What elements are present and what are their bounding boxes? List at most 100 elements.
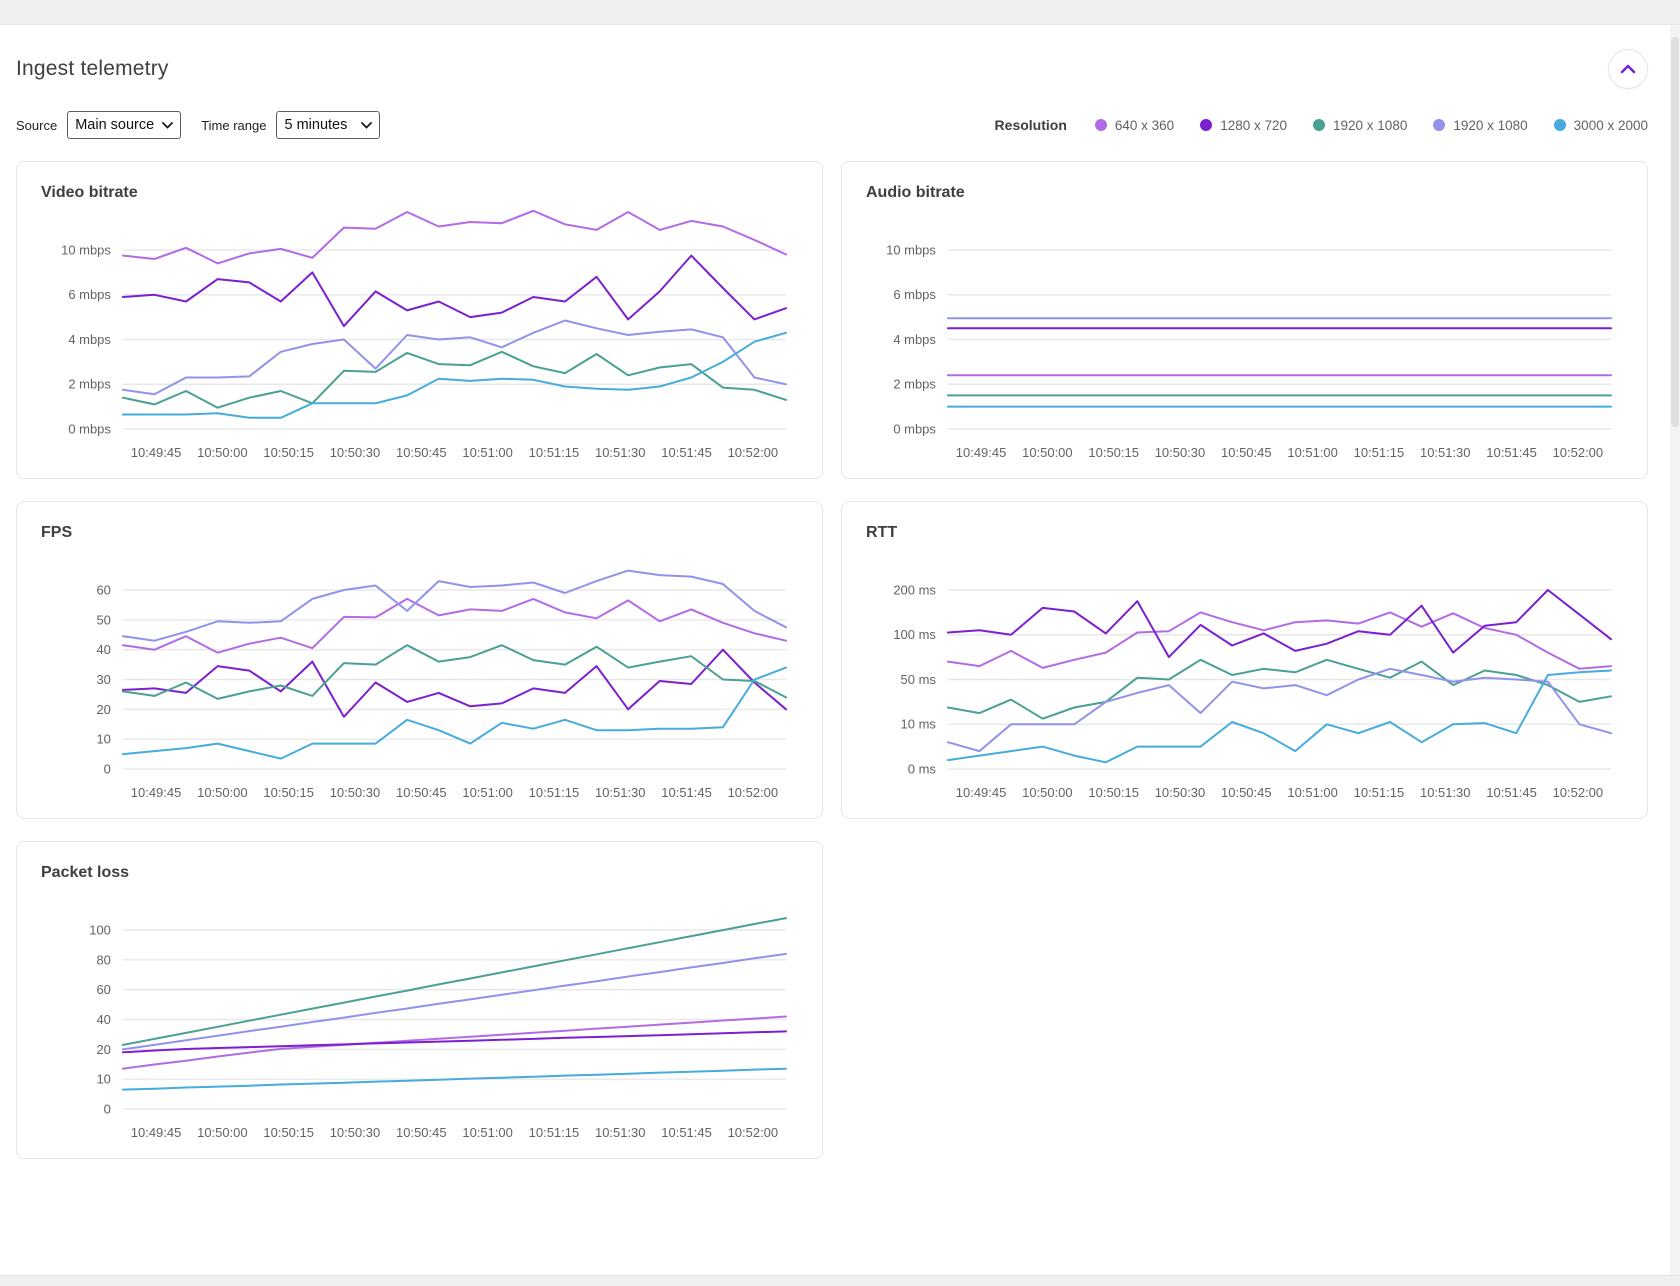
legend-item-1[interactable]: 1280 x 720	[1200, 118, 1287, 133]
x-axis-label: 10:50:45	[1221, 785, 1272, 800]
x-axis-label: 10:51:00	[1287, 785, 1338, 800]
series-line-640-x-360	[121, 1015, 788, 1070]
x-axis-label: 10:51:30	[1420, 445, 1471, 460]
x-axis-label: 10:51:45	[661, 445, 712, 460]
x-axis-label: 10:51:45	[1486, 785, 1537, 800]
x-axis-label: 10:51:00	[462, 445, 513, 460]
legend-item-3[interactable]: 1920 x 1080	[1433, 117, 1528, 133]
x-axis-label: 10:50:15	[1088, 445, 1139, 460]
y-axis-label: 10	[96, 732, 110, 747]
y-axis-label: 0	[104, 761, 111, 776]
y-axis-label: 0 mbps	[893, 421, 936, 436]
x-axis-label: 10:51:30	[595, 445, 646, 460]
series-line-1920-x-1080-teal-	[121, 644, 788, 700]
series-line-3000-x-2000	[121, 1067, 788, 1091]
x-axis-label: 10:51:45	[1486, 445, 1537, 460]
x-axis-label: 10:50:15	[263, 445, 314, 460]
chart-title: RTT	[866, 524, 898, 541]
series-line-1280-x-720	[121, 1030, 788, 1054]
legend-item-label: 640 x 360	[1114, 117, 1175, 133]
series-line-640-x-360	[946, 611, 1613, 670]
y-axis-label: 50 ms	[901, 672, 937, 687]
series-line-1280-x-720	[121, 254, 788, 328]
chart-title: Video bitrate	[41, 184, 138, 201]
x-axis-label: 10:50:00	[197, 1125, 248, 1140]
x-axis-label: 10:50:00	[1022, 445, 1073, 460]
y-axis-label: 4 mbps	[68, 332, 111, 347]
y-axis-label: 50	[96, 612, 110, 627]
y-axis-label: 0	[104, 1101, 111, 1116]
series-line-3000-x-2000	[121, 331, 788, 419]
bottom-strip	[0, 1275, 1680, 1286]
legend-item-label: 3000 x 2000	[1573, 117, 1648, 133]
y-axis-label: 4 mbps	[893, 332, 936, 347]
legend-item-4[interactable]: 3000 x 2000	[1553, 117, 1648, 133]
source-label: Source	[16, 117, 58, 133]
chart-card-packet-loss: Packet loss 0 10 20 40 60 80 100 10:49:45 10:50:0…	[16, 841, 823, 1159]
charts-grid: Video bitrate 0 mbps 2 mbps 4 mbps 6 mbps 10 …	[16, 161, 1648, 1159]
scrollbar[interactable]	[1670, 25, 1680, 1276]
y-axis-label: 30	[96, 672, 110, 687]
scrollbar-thumb[interactable]	[1671, 37, 1679, 427]
legend-item-0[interactable]: 640 x 360	[1094, 117, 1175, 133]
x-axis-label: 10:50:15	[1088, 785, 1139, 800]
y-axis-label: 10	[96, 1072, 110, 1087]
series-line-3000-x-2000	[121, 666, 788, 760]
content-area: Ingest telemetry Source Main source Time…	[0, 49, 1680, 1159]
x-axis-label: 10:49:45	[956, 445, 1007, 460]
legend-dot	[1094, 119, 1107, 131]
time-range-label: Time range	[201, 117, 267, 133]
x-axis-label: 10:50:15	[263, 785, 314, 800]
x-axis-label: 10:50:00	[197, 785, 248, 800]
y-axis-label: 6 mbps	[893, 287, 936, 302]
x-axis-label: 10:51:00	[462, 1125, 513, 1140]
x-axis-label: 10:51:15	[529, 445, 580, 460]
x-axis-label: 10:52:00	[1553, 445, 1604, 460]
x-axis-label: 10:51:45	[661, 1125, 712, 1140]
source-select-value: Main source	[75, 117, 155, 133]
x-axis-label: 10:50:45	[396, 785, 447, 800]
x-axis-label: 10:50:45	[396, 445, 447, 460]
series-line-1920-x-1080-teal-	[121, 350, 788, 409]
top-strip	[0, 0, 1680, 25]
collapse-section-button[interactable]	[1608, 49, 1648, 89]
x-axis-label: 10:50:45	[1221, 445, 1272, 460]
chevron-down-icon	[162, 121, 174, 129]
chart-card-video-bitrate: Video bitrate 0 mbps 2 mbps 4 mbps 6 mbps 10 …	[16, 161, 823, 479]
chart-plot-fps: 0 10 20 30 40 50 60 10:49:45 10:50:00 10:50:15 10:…	[96, 569, 788, 800]
chart-plot-video-bitrate: 0 mbps 2 mbps 4 mbps 6 mbps 10 mbps 10:49:45 1…	[61, 209, 788, 460]
x-axis-label: 10:50:45	[396, 1125, 447, 1140]
resolution-legend-label: Resolution	[994, 117, 1067, 133]
x-axis-label: 10:51:15	[529, 1125, 580, 1140]
time-range-select-value: 5 minutes	[284, 117, 348, 133]
x-axis-label: 10:50:30	[1155, 445, 1206, 460]
resolution-legend: Resolution 640 x 360 1280 x 720 1920 x 108…	[995, 117, 1648, 133]
series-line-3000-x-2000	[946, 669, 1613, 764]
legend-item-label: 1920 x 1080	[1453, 117, 1528, 133]
series-line-1920-x-1080-teal-	[121, 917, 788, 1046]
y-axis-label: 10 mbps	[886, 242, 936, 257]
y-axis-label: 6 mbps	[68, 287, 111, 302]
legend-item-label: 1920 x 1080	[1333, 117, 1408, 133]
legend-dot	[1433, 119, 1446, 131]
x-axis-label: 10:50:00	[197, 445, 248, 460]
source-select[interactable]: Main source	[67, 111, 182, 139]
y-axis-label: 2 mbps	[68, 377, 111, 392]
legend-item-2[interactable]: 1920 x 1080	[1313, 118, 1407, 133]
legend-dot	[1313, 119, 1326, 131]
chart-card-rtt: RTT 0 ms 10 ms 50 ms 100 ms 200 ms 10:49:45 10:…	[841, 501, 1648, 819]
x-axis-label: 10:52:00	[1553, 785, 1604, 800]
x-axis-label: 10:52:00	[728, 785, 779, 800]
x-axis-label: 10:51:15	[1354, 445, 1405, 460]
y-axis-label: 0 ms	[908, 761, 937, 776]
x-axis-label: 10:50:15	[263, 1125, 314, 1140]
x-axis-label: 10:51:15	[1354, 785, 1405, 800]
series-line-1280-x-720	[946, 589, 1613, 659]
chart-plot-audio-bitrate: 0 mbps 2 mbps 4 mbps 6 mbps 10 mbps 10:49:45 1…	[886, 242, 1613, 460]
y-axis-label: 2 mbps	[893, 377, 936, 392]
x-axis-label: 10:49:45	[131, 785, 182, 800]
series-line-1920-x-1080-teal-	[946, 658, 1613, 720]
x-axis-label: 10:50:30	[330, 445, 381, 460]
time-range-select[interactable]: 5 minutes	[276, 111, 381, 139]
